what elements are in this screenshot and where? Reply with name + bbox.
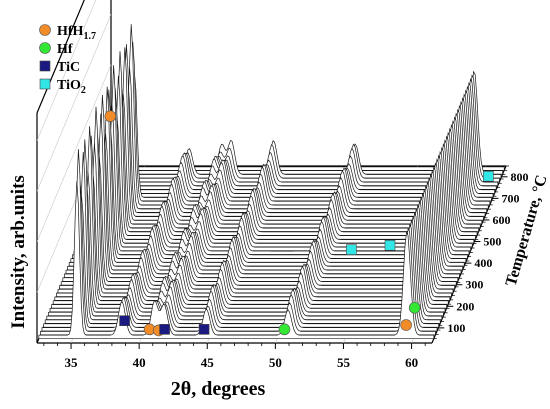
temperature-tick-label: 700 [501,191,519,205]
y-axis-title: Intensity, arb.units [8,175,29,329]
temperature-tick-label: 200 [456,299,474,313]
legend-label: TiO2 [57,78,86,96]
wall-grid-line [36,64,112,242]
legend-label: TiC [57,60,80,75]
legend: HfH1.7Hf TiC TiO2 [39,24,96,96]
xrd-trace [38,181,435,340]
marker-tio2-square [483,170,494,182]
temperature-axis-ticks: 100 200 300 400 500 600 700 800 [433,165,528,340]
wall-grid-line [36,14,112,192]
legend-marker-hf [39,42,51,54]
wall-top-edge [36,0,85,114]
x-axis-ticks: 35 40 45 50 55 60 [43,343,426,370]
legend-label: Hf [57,42,73,57]
xrd-traces [38,24,505,340]
legend-marker-tio [39,78,51,90]
wall-grid-line [36,115,112,293]
legend-label: HfH1.7 [57,24,96,42]
x-tick-label: 50 [269,355,282,370]
temperature-tick-label: 400 [474,256,492,270]
marker-tio2-square [346,244,357,255]
marker-tic-square [119,315,130,327]
x-tick-label: 40 [133,355,146,370]
legend-marker-tic [39,60,51,72]
marker-hf-circle [408,301,421,314]
marker-hfh17-circle [400,319,412,331]
x-tick-label: 60 [405,355,418,370]
temperature-tick-label: 500 [483,235,501,249]
temperature-tick-label: 300 [465,278,483,292]
x-tick-label: 55 [337,355,351,370]
x-axis-title: 2θ, degrees [171,378,266,400]
temperature-tick-label: 100 [447,321,465,335]
marker-hf-circle [278,323,291,336]
marker-hfh17-circle [104,110,117,123]
marker-tic-square [159,324,170,335]
temperature-tick-label: 600 [492,213,510,227]
x-tick-label: 45 [201,355,215,370]
wall-grid-line [36,0,97,141]
legend-marker-hfh [39,24,51,36]
marker-tio2-square [384,240,396,251]
marker-tic-square [198,324,210,335]
temperature-tick-label: 800 [510,170,528,184]
phase-markers [104,110,494,337]
x-tick-label: 35 [65,355,79,370]
